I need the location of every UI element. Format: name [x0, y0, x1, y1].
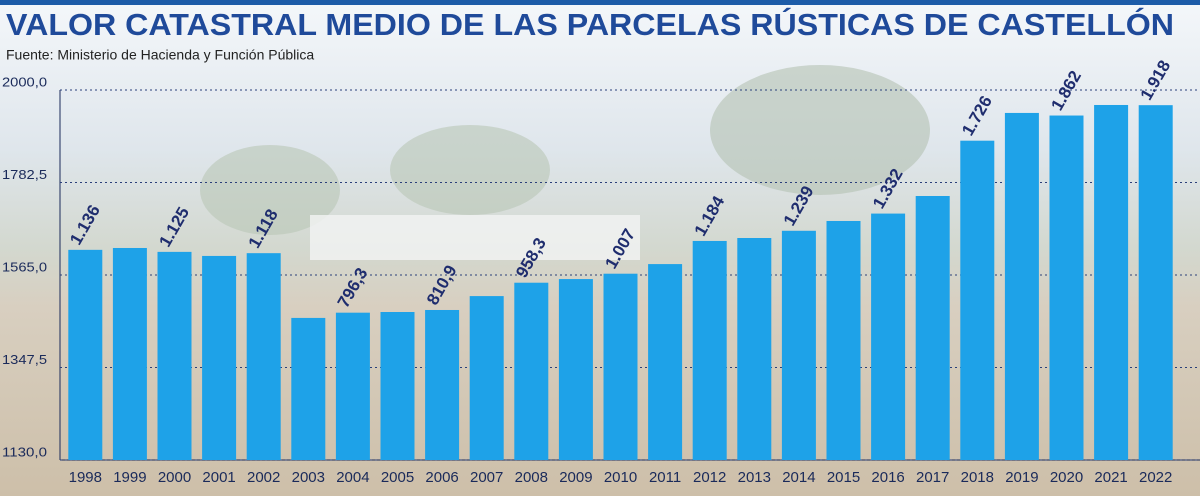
x-tick-label: 2020	[1050, 469, 1083, 486]
x-tick-label: 2016	[871, 469, 904, 486]
bar	[246, 253, 281, 460]
y-tick-label: 1565,0	[2, 259, 47, 274]
bar	[871, 213, 906, 460]
bar	[826, 220, 861, 460]
x-tick-label: 2017	[916, 469, 949, 486]
bar	[1004, 112, 1039, 460]
x-tick-label: 2000	[158, 469, 191, 486]
x-tick-label: 1999	[113, 469, 146, 486]
y-tick-label: 1130,0	[2, 444, 47, 459]
bar	[648, 264, 683, 460]
x-tick-label: 2012	[693, 469, 726, 486]
y-tick-label: 1347,5	[2, 352, 47, 367]
top-rule	[0, 0, 1200, 5]
x-tick-label: 2019	[1005, 469, 1038, 486]
x-tick-label: 2021	[1094, 469, 1127, 486]
bar	[692, 240, 727, 460]
x-tick-label: 2003	[292, 469, 325, 486]
x-tick-label: 2005	[381, 469, 414, 486]
x-tick-label: 2015	[827, 469, 860, 486]
bar	[68, 249, 103, 460]
x-tick-label: 2009	[559, 469, 592, 486]
x-tick-label: 2013	[738, 469, 771, 486]
bar	[1094, 104, 1129, 461]
background-house	[310, 215, 640, 260]
x-tick-label: 2006	[425, 469, 458, 486]
bar	[915, 196, 950, 460]
bar	[380, 312, 415, 460]
x-tick-label: 2010	[604, 469, 637, 486]
bar	[514, 282, 549, 460]
x-tick-label: 2007	[470, 469, 503, 486]
x-tick-label: 1998	[69, 469, 102, 486]
bar	[558, 279, 593, 460]
bar	[157, 251, 192, 460]
bar	[112, 247, 147, 460]
y-tick-label: 1782,5	[2, 167, 47, 182]
y-tick-label: 2000,0	[2, 74, 47, 89]
x-tick-label: 2001	[202, 469, 235, 486]
x-tick-label: 2011	[649, 469, 681, 486]
background-tree	[710, 65, 930, 195]
x-tick-label: 2014	[782, 469, 815, 486]
x-tick-label: 2002	[247, 469, 280, 486]
x-tick-label: 2018	[961, 469, 994, 486]
bar	[291, 317, 326, 460]
chart-title: VALOR CATASTRAL MEDIO DE LAS PARCELAS RÚ…	[6, 6, 1174, 42]
bar	[603, 273, 638, 460]
bar	[1049, 115, 1084, 460]
bar	[1138, 105, 1173, 461]
chart-subtitle: Fuente: Ministerio de Hacienda y Función…	[6, 47, 314, 63]
bar	[335, 312, 370, 460]
x-tick-label: 2008	[515, 469, 548, 486]
x-tick-label: 2004	[336, 469, 369, 486]
bar	[425, 309, 460, 460]
bar	[781, 230, 816, 460]
bar	[960, 140, 995, 460]
background-tree	[390, 125, 550, 215]
background-tree	[200, 145, 340, 235]
bar	[202, 255, 237, 460]
x-tick-label: 2022	[1139, 469, 1172, 486]
bar	[469, 296, 504, 460]
bar	[737, 238, 772, 460]
